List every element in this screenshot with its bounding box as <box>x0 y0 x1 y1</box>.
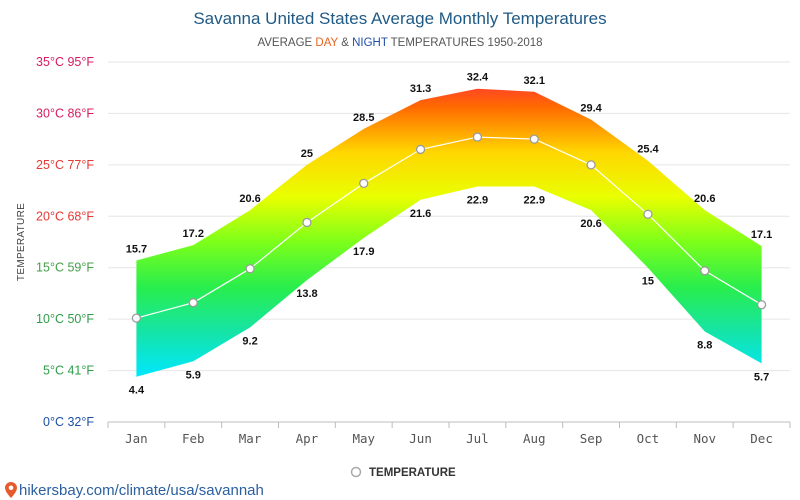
x-tick-label: May <box>352 431 375 446</box>
day-value-label: 17.2 <box>183 228 204 240</box>
legend[interactable]: TEMPERATURE <box>350 466 457 479</box>
data-labels: 15.7 17.2 20.6 25 28.5 31.3 32.4 32.1 29.4 25.4 20… <box>126 72 773 397</box>
subtitle-night: NIGHT <box>352 37 388 49</box>
y-tick-label: 15°C 59°F <box>36 261 94 275</box>
night-value-label: 22.9 <box>467 194 488 206</box>
temperature-range-area <box>136 88 762 377</box>
y-tick-label: 10°C 50°F <box>36 312 94 326</box>
subtitle-suffix: TEMPERATURES 1950-2018 <box>391 37 543 49</box>
night-value-label: 21.6 <box>410 208 431 220</box>
footer[interactable]: hikersbay.com/climate/usa/savannah <box>5 482 264 499</box>
y-tick-label: 5°C 41°F <box>43 364 94 378</box>
average-temperature-line <box>131 132 767 323</box>
data-point[interactable] <box>245 264 255 274</box>
data-point[interactable] <box>643 209 653 219</box>
x-tick-label: Dec <box>750 431 773 446</box>
data-point[interactable] <box>700 266 710 276</box>
data-point[interactable] <box>359 178 369 189</box>
day-value-label: 32.4 <box>467 72 489 84</box>
legend-marker-icon <box>350 466 362 478</box>
x-tick-label: Jun <box>409 431 432 446</box>
y-tick-label: 25°C 77°F <box>36 158 94 172</box>
data-point[interactable] <box>586 160 596 170</box>
y-axis-ticks: 35°C 95°F 30°C 86°F 25°C 77°F 20°C 68°F 15°C… <box>36 55 94 429</box>
data-point[interactable] <box>529 134 539 144</box>
day-value-label: 31.3 <box>410 83 431 95</box>
night-value-label: 4.4 <box>129 385 145 397</box>
y-tick-label: 30°C 86°F <box>36 106 94 120</box>
x-tick-label: Mar <box>239 431 262 446</box>
day-value-label: 15.7 <box>126 244 147 256</box>
day-value-label: 32.1 <box>524 75 545 87</box>
x-tick-label: Apr <box>296 431 319 446</box>
night-value-label: 17.9 <box>353 246 374 258</box>
data-point[interactable] <box>472 132 483 142</box>
footer-link[interactable]: hikersbay.com/climate/usa/savannah <box>19 482 264 499</box>
night-value-label: 15 <box>642 276 654 288</box>
y-tick-label: 0°C 32°F <box>43 415 94 429</box>
y-tick-label: 35°C 95°F <box>36 55 94 69</box>
day-value-label: 28.5 <box>353 112 374 124</box>
x-tick-label: Aug <box>523 431 546 446</box>
day-value-label: 20.6 <box>239 193 260 205</box>
night-value-label: 5.9 <box>186 369 201 381</box>
chart-subtitle: AVERAGE DAY & NIGHT TEMPERATURES 1950-20… <box>257 37 542 49</box>
day-value-label: 29.4 <box>580 103 602 115</box>
data-point[interactable] <box>188 298 198 308</box>
y-tick-label: 20°C 68°F <box>36 209 94 223</box>
x-tick-label: Nov <box>693 431 716 446</box>
data-point[interactable] <box>756 300 767 310</box>
subtitle-prefix: AVERAGE <box>257 37 312 49</box>
x-tick-label: Oct <box>637 431 660 446</box>
y-axis-label: TEMPERATURE <box>16 203 27 281</box>
x-tick-label: Feb <box>182 431 205 446</box>
chart-title: Savanna United States Average Monthly Te… <box>193 9 606 28</box>
night-value-label: 13.8 <box>296 288 317 300</box>
night-value-label: 5.7 <box>754 371 769 383</box>
day-value-label: 25.4 <box>637 144 659 156</box>
data-point[interactable] <box>302 217 312 228</box>
temperature-band <box>136 88 762 377</box>
day-value-label: 17.1 <box>751 229 772 241</box>
x-tick-label: Jan <box>125 431 148 446</box>
subtitle-amp: & <box>341 37 349 49</box>
map-pin-icon <box>5 482 17 498</box>
day-value-label: 25 <box>301 148 313 160</box>
night-value-label: 22.9 <box>524 194 545 206</box>
x-axis: Jan Feb Mar Apr May Jun Jul Aug Sep Oct Nov Dec <box>107 421 791 446</box>
night-value-label: 9.2 <box>242 335 257 347</box>
day-value-label: 20.6 <box>694 193 715 205</box>
average-line <box>136 136 762 319</box>
night-value-label: 8.8 <box>697 339 712 351</box>
data-point[interactable] <box>415 144 426 155</box>
data-point[interactable] <box>131 313 142 323</box>
subtitle-day: DAY <box>315 37 338 49</box>
night-value-label: 20.6 <box>580 218 601 230</box>
legend-label: TEMPERATURE <box>369 467 456 479</box>
x-tick-label: Sep <box>580 431 603 446</box>
x-tick-label: Jul <box>466 431 489 446</box>
